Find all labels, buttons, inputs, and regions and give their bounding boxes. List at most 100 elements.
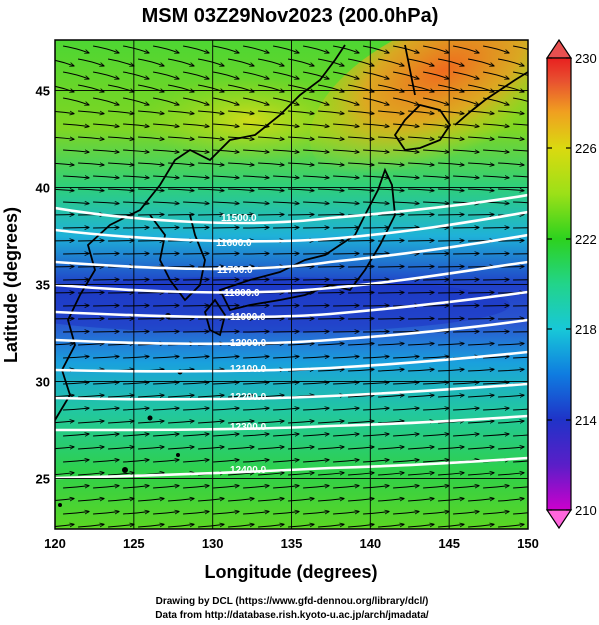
- wind-arrow-377: [483, 332, 509, 333]
- wind-arrow-290: [348, 267, 374, 268]
- wind-arrow-469: [273, 408, 299, 410]
- x-tick-label-145: 145: [438, 536, 460, 551]
- wind-arrow-626: [528, 524, 554, 527]
- wind-arrow-238: [273, 228, 299, 229]
- colorbar-label-226: 226: [575, 141, 597, 156]
- wind-arrow-595: [93, 511, 119, 515]
- wind-arrow-240: [333, 228, 359, 229]
- wind-arrow-161: [438, 163, 464, 165]
- wind-arrow-68: [122, 97, 149, 105]
- wind-arrow-306: [333, 280, 359, 281]
- wind-arrow-239: [303, 228, 329, 229]
- wind-arrow-167: [123, 176, 149, 178]
- wind-arrow-206: [303, 202, 329, 204]
- wind-arrow-94: [408, 110, 434, 114]
- wind-arrow-326: [438, 293, 464, 294]
- wind-arrow-209: [393, 202, 419, 204]
- wind-arrow-302: [213, 280, 239, 281]
- wind-arrow-56: [257, 84, 284, 92]
- wind-arrow-201: [153, 202, 179, 204]
- wind-arrow-116: [78, 137, 104, 139]
- wind-arrow-129: [468, 137, 494, 139]
- wind-arrow-503: [303, 434, 329, 436]
- wind-arrow-433: [183, 382, 209, 384]
- wind-arrow-546: [108, 473, 134, 475]
- y-axis-label: Latitude (degrees): [1, 207, 21, 363]
- wind-arrow-90: [288, 110, 314, 114]
- wind-arrow-214: [55, 215, 74, 216]
- coastline-kyushu: [204, 298, 226, 337]
- wind-arrow-18: [107, 58, 134, 66]
- wind-arrow-301: [183, 280, 209, 281]
- wind-arrow-61: [407, 84, 434, 92]
- wind-arrow-389: [348, 343, 374, 345]
- wind-arrow-28: [407, 58, 434, 66]
- wind-arrow-566: [213, 486, 239, 489]
- wind-arrow-1: [92, 45, 119, 53]
- wind-arrow-137: [213, 150, 239, 152]
- wind-arrow-49: [55, 85, 74, 92]
- wind-arrow-149: [78, 163, 104, 165]
- wind-arrow-257: [348, 241, 374, 242]
- wind-arrow-82: [55, 111, 74, 114]
- wind-arrow-151: [138, 163, 164, 165]
- wind-arrow-31: [497, 58, 524, 66]
- wind-arrow-103: [183, 123, 209, 126]
- wind-arrow-174: [333, 176, 359, 178]
- wind-arrow-39: [242, 71, 269, 79]
- wind-arrow-506: [393, 434, 419, 436]
- y-tick-label-30: 30: [36, 375, 50, 390]
- wind-arrow-584: [258, 499, 284, 502]
- wind-arrow-37: [182, 71, 209, 79]
- wind-arrow-445: [55, 395, 74, 397]
- wind-arrow-370: [273, 332, 299, 333]
- wind-arrow-531: [153, 460, 179, 462]
- wind-arrow-189: [288, 189, 314, 191]
- wind-arrow-510: [513, 434, 528, 437]
- wind-arrow-352: [228, 319, 254, 320]
- wind-arrow-148: [55, 163, 74, 165]
- wind-arrow-471: [333, 408, 359, 410]
- wind-arrow-427: [498, 369, 524, 371]
- wind-arrow-408: [423, 356, 449, 358]
- wind-arrow-188: [258, 189, 284, 191]
- wind-arrow-621: [378, 524, 404, 528]
- contour-line-12300: [55, 414, 528, 432]
- wind-arrow-618: [288, 524, 314, 528]
- wind-arrow-225: [378, 215, 404, 216]
- wind-arrow-194: [438, 189, 464, 191]
- wind-arrow-67: [92, 97, 119, 105]
- wind-arrow-359: [438, 319, 464, 320]
- wind-arrow-270: [243, 254, 269, 255]
- wind-arrow-314: [78, 293, 104, 294]
- wind-arrow-432: [153, 382, 179, 384]
- wind-arrow-46: [452, 71, 479, 79]
- wind-arrow-140: [303, 150, 329, 152]
- wind-arrow-160: [408, 163, 434, 165]
- wind-arrow-7: [272, 45, 299, 53]
- wind-arrow-227: [438, 215, 464, 216]
- wind-arrow-338: [303, 306, 329, 307]
- wind-arrow-11: [392, 45, 419, 53]
- wind-arrow-431: [123, 382, 149, 384]
- wind-arrow-153: [198, 163, 224, 165]
- wind-arrow-411: [513, 356, 528, 359]
- wind-arrow-226: [408, 215, 434, 216]
- wind-arrow-84: [108, 110, 134, 114]
- wind-arrow-348: [108, 319, 134, 320]
- wind-arrow-571: [363, 486, 389, 489]
- wind-arrow-102: [153, 123, 179, 126]
- wind-arrow-368: [213, 332, 239, 333]
- wind-arrow-132: [63, 150, 89, 152]
- wind-arrow-154: [228, 163, 254, 165]
- wind-arrow-298: [93, 280, 119, 281]
- wind-arrow-8: [302, 45, 329, 53]
- x-tick-label-130: 130: [202, 536, 224, 551]
- wind-arrow-500: [213, 434, 239, 436]
- wind-arrow-260: [438, 241, 464, 242]
- wind-arrow-376: [453, 332, 479, 333]
- wind-arrow-537: [333, 460, 359, 462]
- wind-arrow-123: [288, 137, 314, 139]
- wind-arrow-192: [378, 189, 404, 191]
- wind-arrow-286: [228, 267, 254, 268]
